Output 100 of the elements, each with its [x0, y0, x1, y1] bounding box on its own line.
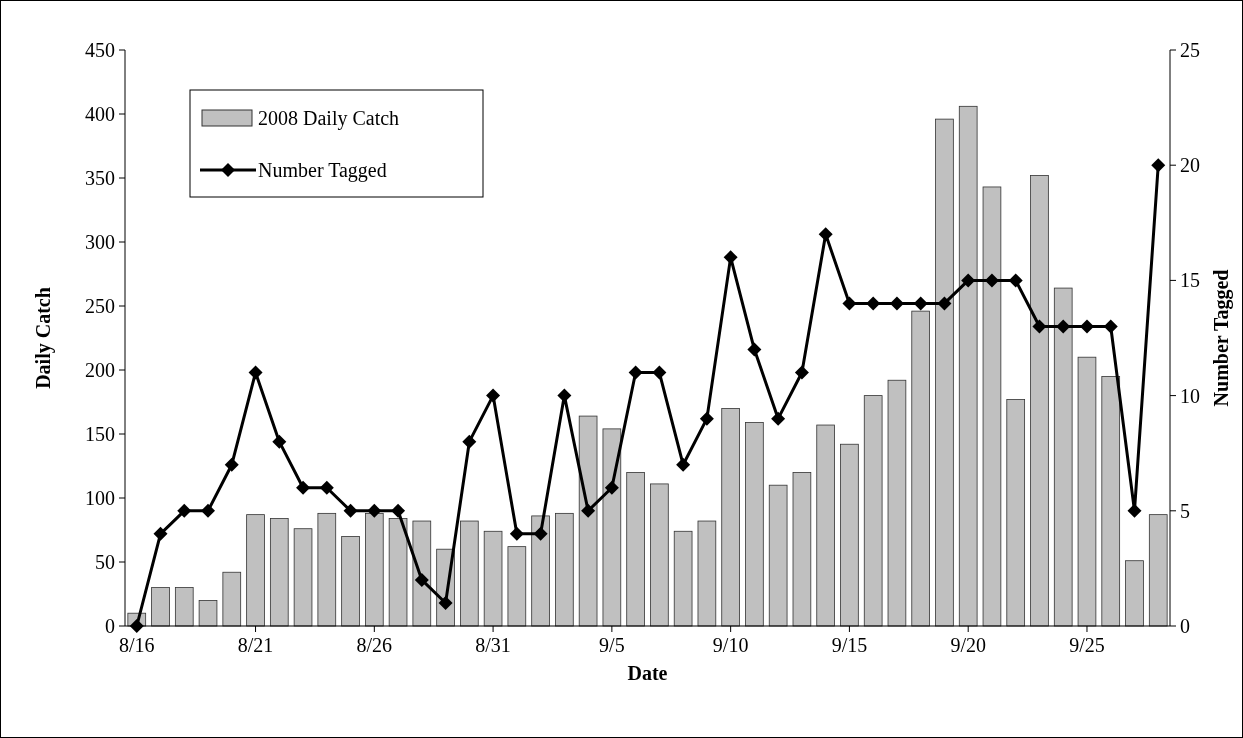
y2-axis-title: Number Tagged	[1210, 269, 1233, 407]
bar	[673, 530, 693, 627]
bar	[911, 310, 930, 627]
point	[1032, 319, 1047, 334]
x-tick-label: 8/21	[237, 634, 274, 656]
point	[652, 365, 667, 380]
y-axis-title: Daily Catch	[32, 287, 55, 389]
point	[961, 273, 976, 288]
bar	[982, 186, 1002, 627]
y2-tick-label: 0	[1180, 615, 1190, 637]
bar	[745, 422, 764, 627]
point	[509, 526, 524, 541]
legend-label: Number Tagged	[258, 159, 387, 182]
bar	[151, 587, 170, 627]
x-tick-label: 9/15	[831, 634, 868, 656]
bar	[1006, 399, 1026, 627]
x-tick-label: 9/5	[599, 634, 625, 656]
bar	[460, 520, 479, 627]
x-axis-title: Date	[627, 662, 668, 684]
point	[818, 227, 833, 242]
point	[1056, 319, 1071, 334]
point	[984, 273, 999, 288]
bar	[555, 512, 574, 627]
bar	[626, 472, 645, 627]
y-tick-label: 50	[95, 551, 115, 573]
y-tick-label: 150	[85, 423, 115, 445]
point	[1103, 319, 1118, 334]
bar	[174, 587, 194, 627]
bar	[412, 520, 432, 627]
x-tick-label: 8/31	[475, 634, 511, 656]
point	[913, 296, 928, 311]
point	[224, 457, 239, 472]
bar	[958, 105, 978, 627]
point	[937, 296, 952, 311]
point	[889, 296, 904, 311]
bar	[507, 546, 527, 627]
point	[367, 503, 382, 518]
point	[177, 503, 192, 518]
point	[272, 434, 287, 449]
bar	[483, 530, 503, 627]
bar	[341, 536, 360, 627]
point	[414, 572, 429, 587]
y-tick-label: 200	[85, 359, 115, 381]
bar	[388, 518, 408, 627]
y2-tick-label: 10	[1180, 384, 1200, 407]
point	[794, 365, 809, 380]
point	[438, 595, 453, 610]
point	[747, 342, 762, 357]
bar	[269, 518, 289, 627]
x-tick-label: 9/25	[1069, 634, 1105, 656]
point	[699, 411, 714, 426]
y-tick-label: 0	[105, 615, 115, 637]
y-tick-label: 350	[85, 167, 115, 189]
x-tick-label: 9/10	[712, 634, 749, 656]
bar	[840, 443, 859, 627]
point	[723, 250, 738, 265]
bar	[816, 424, 835, 627]
bar	[1030, 175, 1049, 627]
point	[604, 480, 619, 495]
point	[628, 365, 643, 380]
bar	[792, 472, 812, 627]
point	[1151, 158, 1166, 173]
bar	[1077, 356, 1097, 627]
bar	[317, 512, 337, 627]
point	[1079, 319, 1094, 334]
point	[391, 503, 406, 518]
point	[153, 526, 168, 541]
bar	[365, 512, 384, 627]
point	[201, 503, 216, 518]
point	[533, 526, 548, 541]
bar	[222, 571, 242, 627]
x-tick-label: 8/16	[118, 634, 155, 656]
point	[319, 480, 334, 495]
y-tick-label: 100	[85, 487, 115, 509]
bar	[863, 395, 883, 627]
bar	[768, 484, 788, 627]
x-tick-label: 8/26	[356, 634, 393, 656]
point	[343, 503, 358, 518]
point	[1127, 503, 1142, 518]
y2-tick-label: 20	[1180, 154, 1200, 177]
point	[486, 388, 501, 403]
bar	[1101, 376, 1121, 627]
bar	[935, 118, 954, 627]
y-tick-label: 300	[85, 231, 115, 253]
bar	[602, 428, 622, 627]
point	[462, 434, 477, 449]
bar	[1053, 287, 1073, 627]
bar	[721, 408, 740, 627]
x-tick-label: 9/20	[950, 634, 986, 656]
bar	[246, 514, 265, 627]
point	[581, 503, 596, 518]
bar	[887, 379, 907, 627]
point	[248, 365, 263, 380]
y-tick-label: 450	[85, 39, 115, 61]
bar	[1148, 514, 1168, 627]
point	[1008, 273, 1023, 288]
bar	[198, 600, 218, 627]
y-tick-label: 250	[85, 295, 115, 317]
point	[842, 296, 857, 311]
bar	[1125, 560, 1144, 627]
